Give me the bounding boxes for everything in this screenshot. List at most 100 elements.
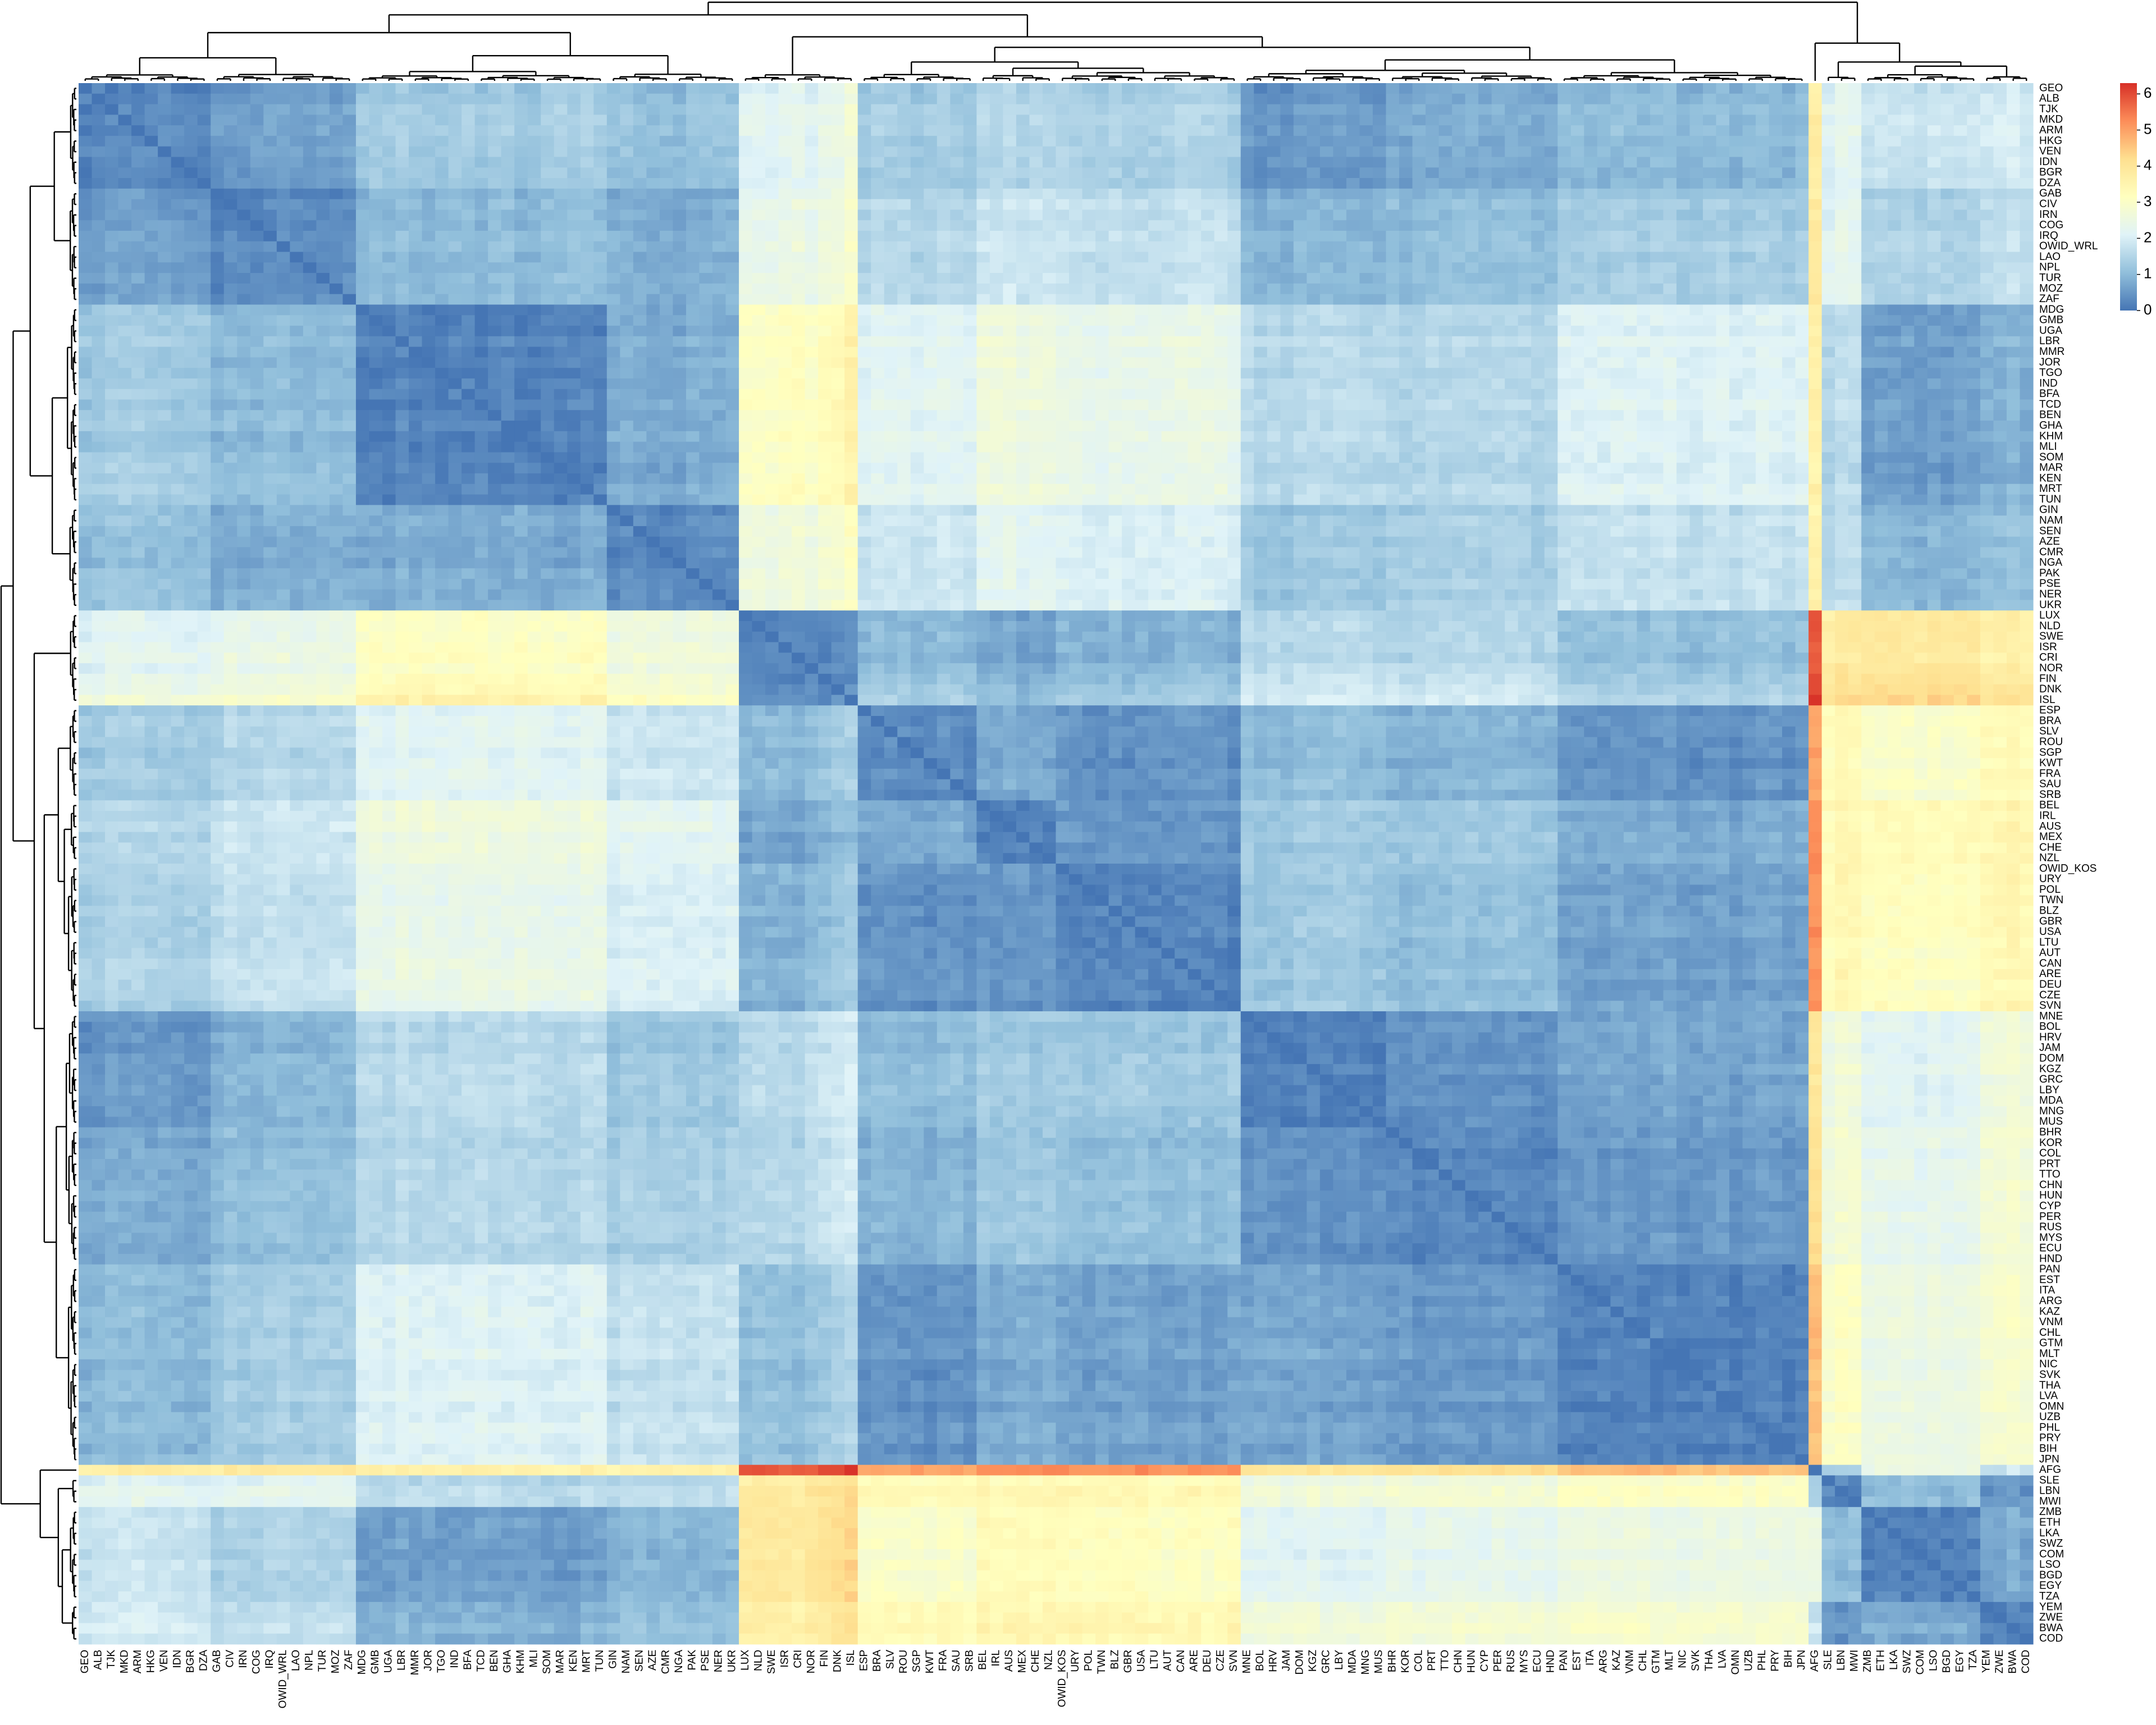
heatmap-cell xyxy=(857,368,871,379)
heatmap-cell xyxy=(1835,104,1849,115)
heatmap-cell xyxy=(290,146,304,158)
heatmap-cell xyxy=(1861,336,1875,348)
heatmap-cell xyxy=(1544,431,1558,442)
heatmap-cell xyxy=(158,199,172,210)
heatmap-cell xyxy=(712,262,727,273)
heatmap-cell xyxy=(1187,431,1202,442)
heatmap-cell xyxy=(422,188,436,200)
heatmap-cell xyxy=(329,188,344,200)
heatmap-cell xyxy=(514,220,528,231)
heatmap-cell xyxy=(1927,104,1941,115)
heatmap-cell xyxy=(1927,304,1941,316)
heatmap-cell xyxy=(92,104,106,115)
heatmap-cell xyxy=(937,167,951,179)
heatmap-cell xyxy=(448,209,462,221)
heatmap-cell xyxy=(633,378,647,390)
heatmap-cell xyxy=(1914,262,1928,273)
heatmap-cell xyxy=(422,378,436,390)
heatmap-cell xyxy=(1570,399,1584,410)
heatmap-cell xyxy=(963,262,977,273)
heatmap-cell xyxy=(422,368,436,379)
heatmap-cell xyxy=(712,125,727,136)
heatmap-cell xyxy=(223,115,237,126)
heatmap-cell xyxy=(79,157,93,168)
heatmap-cell xyxy=(316,336,330,348)
heatmap-cell xyxy=(1518,146,1532,158)
heatmap-cell xyxy=(79,167,93,179)
heatmap-cell xyxy=(1016,230,1030,242)
heatmap-cell xyxy=(976,83,990,94)
heatmap-cell xyxy=(580,294,594,305)
heatmap-cell xyxy=(171,135,185,147)
heatmap-cell xyxy=(963,378,977,390)
heatmap-cell xyxy=(1676,389,1691,400)
heatmap-cell xyxy=(263,209,277,221)
heatmap-cell xyxy=(805,315,819,326)
heatmap-cell xyxy=(1953,389,1967,400)
heatmap-cell xyxy=(1650,135,1664,147)
heatmap-cell xyxy=(501,273,515,284)
heatmap-cell xyxy=(263,294,277,305)
heatmap-cell xyxy=(1108,252,1122,263)
heatmap-cell xyxy=(1293,125,1307,136)
heatmap-cell xyxy=(1095,399,1109,410)
heatmap-cell xyxy=(1214,146,1228,158)
heatmap-cell xyxy=(989,283,1004,295)
heatmap-cell xyxy=(778,209,792,221)
heatmap-cell xyxy=(567,135,581,147)
heatmap-cell xyxy=(2020,357,2034,368)
heatmap-cell xyxy=(237,115,251,126)
heatmap-cell xyxy=(1029,157,1043,168)
heatmap-cell xyxy=(1372,178,1387,189)
heatmap-cell xyxy=(1769,346,1783,358)
heatmap-cell xyxy=(342,178,357,189)
heatmap-cell xyxy=(1426,283,1440,295)
heatmap-cell xyxy=(620,294,634,305)
heatmap-cell xyxy=(593,241,607,253)
heatmap-cell xyxy=(1056,294,1070,305)
heatmap-cell xyxy=(1201,93,1215,105)
heatmap-cell xyxy=(1465,304,1479,316)
heatmap-cell xyxy=(1478,146,1492,158)
heatmap-cell xyxy=(620,336,634,348)
heatmap-cell xyxy=(342,115,357,126)
heatmap-cell xyxy=(844,431,858,442)
heatmap-cell xyxy=(1214,346,1228,358)
heatmap-cell xyxy=(1597,93,1611,105)
heatmap-cell xyxy=(1650,304,1664,316)
heatmap-cell xyxy=(1557,135,1572,147)
heatmap-cell xyxy=(937,399,951,410)
heatmap-cell xyxy=(382,209,396,221)
heatmap-cell xyxy=(1505,93,1519,105)
heatmap-cell xyxy=(1557,294,1572,305)
heatmap-cell xyxy=(1346,294,1360,305)
heatmap-cell xyxy=(976,93,990,105)
heatmap-cell xyxy=(1702,146,1717,158)
heatmap-cell xyxy=(686,346,700,358)
heatmap-cell xyxy=(910,378,924,390)
heatmap-cell xyxy=(92,273,106,284)
heatmap-cell xyxy=(725,115,739,126)
heatmap-cell xyxy=(171,421,185,432)
heatmap-cell xyxy=(1280,115,1294,126)
heatmap-cell xyxy=(1557,104,1572,115)
heatmap-cell xyxy=(1967,410,1981,421)
heatmap-cell xyxy=(1650,368,1664,379)
heatmap-cell xyxy=(1003,178,1017,189)
heatmap-cell xyxy=(778,230,792,242)
heatmap-cell xyxy=(1756,220,1770,231)
heatmap-cell xyxy=(554,273,568,284)
heatmap-cell xyxy=(1821,167,1835,179)
heatmap-cell xyxy=(725,220,739,231)
heatmap-cell xyxy=(131,378,145,390)
heatmap-cell xyxy=(1029,135,1043,147)
heatmap-cell xyxy=(805,326,819,337)
heatmap-cell xyxy=(184,410,198,421)
heatmap-cell xyxy=(1161,336,1175,348)
heatmap-cell xyxy=(1399,125,1413,136)
heatmap-cell xyxy=(778,83,792,94)
heatmap-cell xyxy=(871,146,885,158)
heatmap-cell xyxy=(1623,104,1637,115)
heatmap-cell xyxy=(448,273,462,284)
heatmap-cell xyxy=(79,378,93,390)
